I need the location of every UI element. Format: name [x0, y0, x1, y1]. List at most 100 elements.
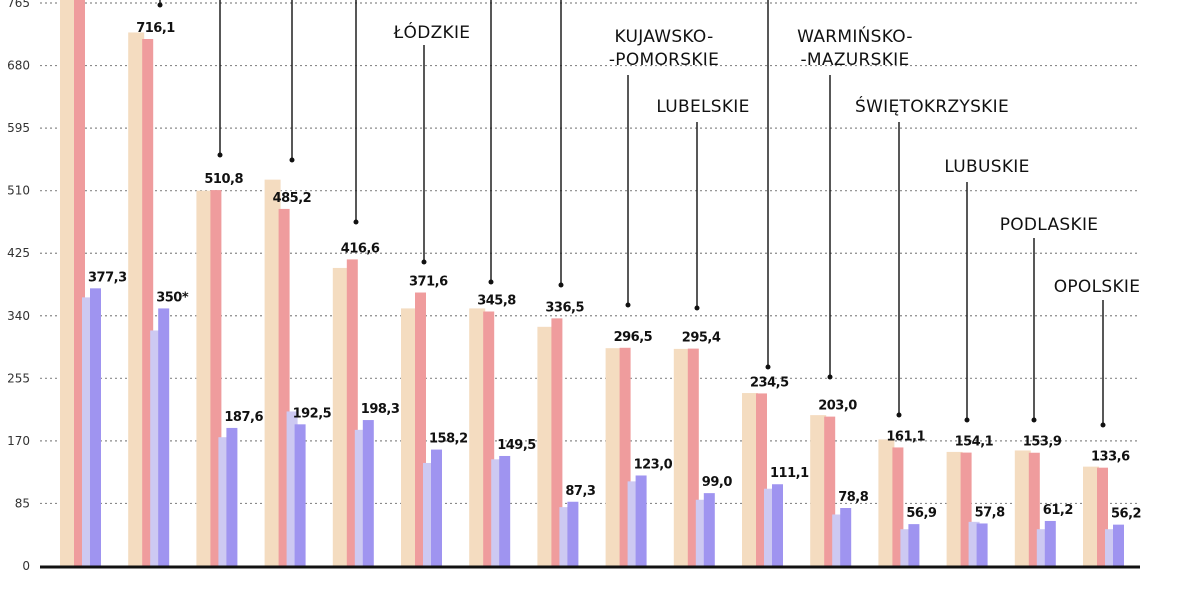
bar-s1-10 [742, 393, 758, 566]
bar-s4-1 [158, 308, 170, 566]
value-label-s4-9: 99,0 [702, 475, 733, 490]
value-label-s2-13: 154,1 [955, 435, 994, 450]
leader-dot-4 [353, 219, 359, 225]
y-axis-ticks: 0 85 170 255 340 425 510 595 680 765 [7, 0, 30, 573]
leader-dot-14 [1031, 417, 1037, 423]
value-label-s4-0: 377,3 [88, 270, 127, 285]
bar-s4-0 [90, 288, 101, 566]
value-label-s4-15: 56,2 [1111, 507, 1141, 522]
bar-s1-11 [810, 415, 827, 566]
bar-s4-13 [976, 523, 988, 566]
value-label-s4-11: 78,8 [838, 490, 869, 505]
value-label-s2-6: 345,8 [477, 294, 516, 309]
value-label-s4-14: 61,2 [1043, 503, 1073, 518]
bar-s1-6 [469, 308, 486, 566]
leader-dot-8 [625, 302, 631, 308]
bar-s1-1 [128, 32, 145, 566]
leader-dot-9 [694, 305, 700, 311]
region-label-11-line-1: -MAZURSKIE [800, 50, 909, 70]
leader-dot-12 [896, 412, 902, 418]
region-label-8-line-0: KUJAWSKO- [614, 27, 713, 47]
bar-s2-14 [1028, 452, 1040, 566]
y-tick-label-1: 85 [15, 496, 30, 510]
bar-s3-3 [286, 411, 298, 566]
value-label-s4-4: 198,3 [361, 402, 400, 417]
value-label-s4-13: 57,8 [975, 505, 1006, 520]
leader-dot-15 [1100, 422, 1106, 428]
bar-s4-8 [635, 475, 647, 566]
bar-s3-0 [82, 297, 93, 566]
y-tick-label-5: 425 [7, 246, 30, 260]
bar-s4-5 [431, 449, 442, 566]
region-label-14: PODLASKIE [1000, 215, 1099, 235]
bar-s3-7 [559, 507, 571, 566]
bar-s4-6 [499, 455, 511, 566]
bar-s1-8 [605, 348, 622, 566]
bar-s4-10 [772, 484, 783, 566]
y-tick-label-8: 680 [7, 59, 30, 73]
bar-s2-13 [960, 452, 972, 566]
bar-s2-9 [687, 348, 699, 566]
leader-dot-5 [421, 259, 427, 265]
y-tick-label-2: 170 [7, 434, 30, 448]
bar-s2-1 [142, 38, 154, 566]
bars [60, 0, 1124, 567]
leader-dot-10 [765, 364, 771, 370]
bar-s1-5 [401, 308, 417, 566]
value-label-s2-15: 133,6 [1091, 450, 1130, 465]
bar-s2-4 [346, 259, 358, 566]
bar-s3-13 [968, 521, 980, 566]
leader-dot-6 [488, 279, 494, 285]
bar-s3-12 [900, 529, 912, 566]
value-label-s4-3: 192,5 [293, 406, 332, 421]
region-label-13: LUBUSKIE [944, 157, 1029, 177]
value-label-s4-1: 350* [156, 290, 189, 305]
value-label-s4-2: 187,6 [224, 410, 263, 425]
bar-s4-15 [1113, 524, 1124, 566]
bar-s4-11 [840, 508, 852, 566]
bar-s3-8 [627, 481, 639, 566]
bar-s2-0 [74, 0, 85, 566]
value-label-s4-7: 87,3 [565, 484, 596, 499]
leader-dot-11 [827, 374, 833, 380]
bar-s2-11 [824, 416, 836, 566]
bar-s2-3 [278, 208, 290, 567]
bar-s4-4 [362, 420, 374, 566]
value-label-s4-6: 149,5 [497, 438, 536, 453]
value-label-s2-5: 371,6 [409, 275, 448, 290]
bar-s3-9 [695, 499, 707, 566]
bar-s1-15 [1083, 466, 1099, 566]
region-label-11-line-0: WARMIŃSKO- [797, 25, 913, 47]
grid-lines [40, 2, 1140, 505]
bar-s1-14 [1014, 450, 1031, 566]
bar-s3-1 [150, 330, 162, 566]
region-label-12: ŚWIĘTOKRZYSKIE [855, 95, 1009, 117]
bar-s1-13 [946, 451, 963, 566]
bar-s3-14 [1036, 529, 1048, 566]
value-label-s2-9: 295,4 [682, 331, 721, 346]
value-label-s2-2: 510,8 [204, 172, 243, 187]
value-label-s2-11: 203,0 [818, 399, 857, 414]
bar-s4-3 [294, 424, 306, 566]
value-label-s2-3: 485,2 [273, 191, 312, 206]
bar-s4-14 [1044, 520, 1056, 566]
bar-s1-3 [264, 179, 281, 567]
y-tick-label-4: 340 [7, 309, 30, 323]
leader-dot-1 [157, 2, 163, 8]
value-label-s4-8: 123,0 [634, 457, 673, 472]
bar-s4-2 [226, 427, 238, 566]
bar-s2-2 [210, 190, 222, 566]
value-label-s4-12: 56,9 [906, 506, 937, 521]
bar-s1-12 [878, 439, 895, 566]
bar-s1-9 [673, 348, 690, 566]
leader-dot-3 [289, 157, 295, 163]
value-label-s2-8: 296,5 [614, 330, 653, 345]
bar-s1-7 [537, 326, 554, 566]
bar-s4-7 [567, 501, 579, 566]
bar-s2-12 [892, 447, 904, 566]
value-label-s4-5: 158,2 [429, 432, 468, 447]
bar-s3-6 [491, 459, 503, 566]
bar-s2-6 [483, 311, 495, 566]
bar-s3-11 [832, 514, 844, 566]
